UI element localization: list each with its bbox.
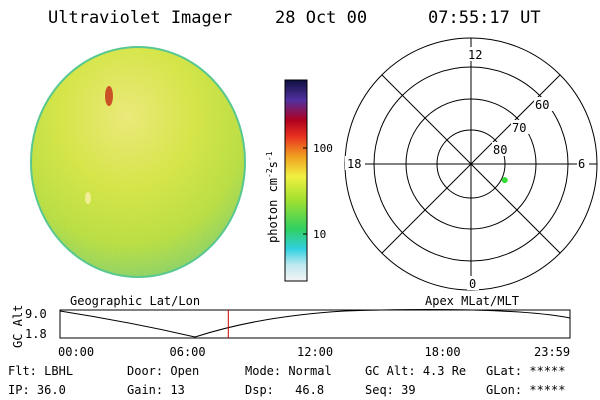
dsp-value: 46.8 [295, 383, 325, 397]
dsp-info: Dsp: 46.8 [245, 383, 325, 397]
ip-info: IP: 36.0 [8, 383, 66, 397]
glon-info: GLon: ***** [486, 383, 566, 397]
glon-value: ***** [529, 383, 566, 397]
bright-spot [105, 86, 113, 106]
timeline-y-axis-label: GC Alt [11, 305, 25, 348]
timeline-x-tick-3: 18:00 [425, 345, 461, 359]
timeline-x-tick-4: 23:59 [534, 345, 570, 359]
mode-value: Normal [288, 364, 332, 378]
observation-date: 28 Oct 00 [275, 8, 368, 28]
gain-value: 13 [170, 383, 185, 397]
colorbar [284, 79, 308, 282]
lat-label-80: 80 [493, 143, 507, 157]
glat-info: GLat: ***** [486, 364, 566, 378]
gc-alt-value: 4.3 Re [422, 364, 467, 378]
colorbar-unit-label: photon cm-2s-1 [265, 151, 280, 243]
mode-info: Mode: Normal [245, 364, 332, 378]
glat-value: ***** [529, 364, 566, 378]
instrument-title: Ultraviolet Imager [48, 8, 233, 28]
gain-info: Gain: 13 [127, 383, 185, 397]
polar-grid [344, 37, 598, 291]
altitude-curve [59, 309, 571, 338]
gc-alt-info: GC Alt: 4.3 Re [365, 364, 467, 378]
auroral-image-disk [30, 46, 246, 278]
colorbar-tick-100: 100 [313, 142, 333, 155]
timeline-y-max: 9.0 [25, 307, 47, 321]
door-info: Door: Open [127, 364, 200, 378]
timeline-frame [59, 309, 571, 339]
timeline-x-tick-0: 00:00 [58, 345, 94, 359]
filter-info: Flt: LBHL [8, 364, 74, 378]
door-value: Open [170, 364, 200, 378]
timeline-x-ticks: 00:00 06:00 12:00 18:00 23:59 [58, 345, 570, 359]
mlt-label-18: 18 [347, 157, 361, 171]
timeline-x-tick-1: 06:00 [170, 345, 206, 359]
mlt-label-6: 6 [578, 157, 585, 171]
seq-info: Seq: 39 [365, 383, 416, 397]
seq-value: 39 [401, 383, 416, 397]
mlt-label-12: 12 [468, 48, 482, 62]
observation-time: 07:55:17 UT [428, 8, 541, 28]
filter-value: LBHL [44, 364, 74, 378]
timeline-right-label: Apex MLat/MLT [425, 294, 519, 308]
colorbar-tick-10: 10 [313, 228, 326, 241]
lat-label-70: 70 [512, 121, 526, 135]
timeline-left-label: Geographic Lat/Lon [70, 294, 200, 308]
timeline-x-tick-2: 12:00 [297, 345, 333, 359]
lat-label-60: 60 [535, 98, 549, 112]
timeline-y-min: 1.8 [25, 327, 47, 341]
mlt-label-0: 0 [469, 277, 476, 291]
data-point [501, 177, 508, 184]
faint-spot [85, 192, 91, 204]
ip-value: 36.0 [36, 383, 66, 397]
